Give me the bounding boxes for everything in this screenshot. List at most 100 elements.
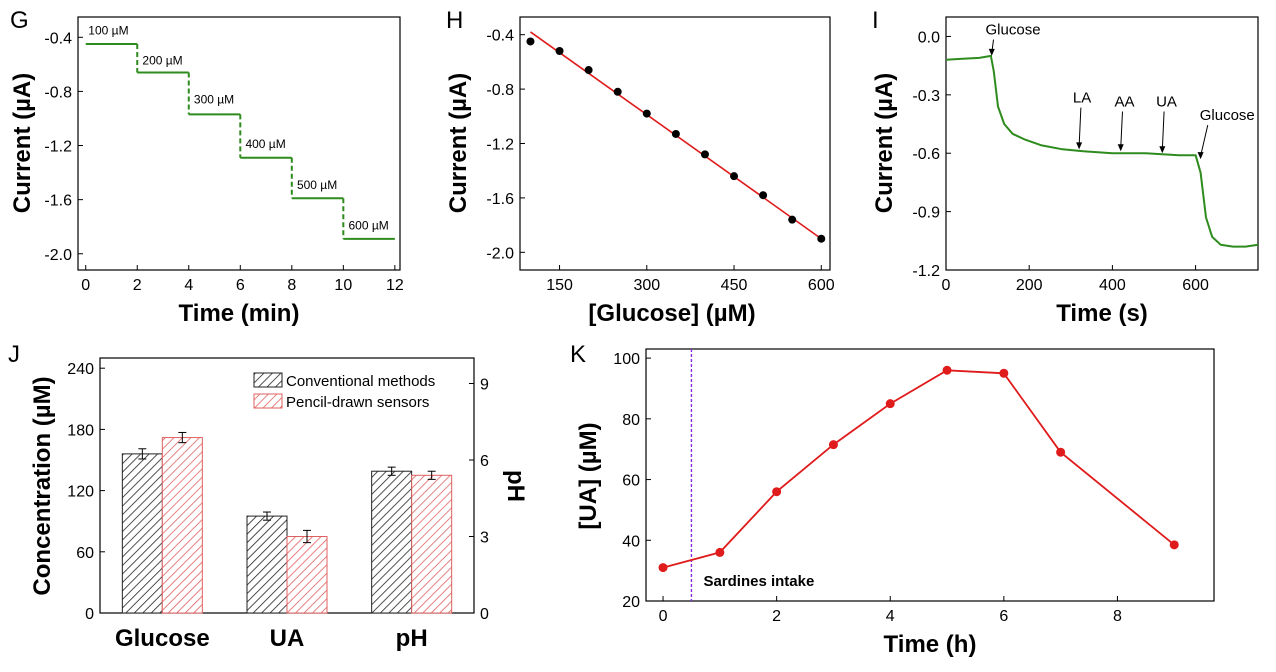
x-tick-label: 6	[999, 608, 1008, 625]
y-tick-label: 120	[67, 484, 94, 501]
annotation-arrowhead	[1197, 152, 1204, 160]
annotation-arrowhead	[988, 48, 995, 56]
step-annotation: 300 µM	[194, 93, 234, 107]
x-tick-label: 8	[1113, 608, 1122, 625]
y2-tick-label: 3	[480, 530, 489, 547]
panel-k: K 0 2 4 6 8 20 40 60 80 100 Sardines intake Time (…	[570, 341, 1215, 658]
x-tick-label: 0	[659, 608, 668, 625]
plot-frame	[945, 16, 1259, 271]
y-tick-label: -1.6	[44, 193, 72, 210]
plot-area-h: 150 300 450 600 -0.4 -0.8 -1.2 -1.6 -2.0	[486, 28, 834, 294]
annotation-arrow	[1200, 125, 1209, 157]
y-axis-label: [UA] (µM)	[575, 422, 602, 529]
current-trace	[945, 54, 1259, 248]
x-tick-label: 0	[81, 277, 90, 294]
data-point	[700, 150, 709, 159]
x-axis-label: Time (h)	[884, 631, 977, 658]
data-point	[772, 487, 782, 497]
y-tick-label: -0.8	[486, 82, 514, 99]
annotation-arrowhead	[1159, 146, 1166, 154]
data-point	[671, 129, 680, 138]
plot-frame	[519, 16, 831, 271]
x-axis-label: [Glucose] (µM)	[588, 300, 755, 327]
x-tick-label: 6	[236, 277, 245, 294]
y-tick-label: 240	[67, 361, 94, 378]
annotation-arrowhead	[1076, 142, 1083, 150]
plot-frame	[77, 16, 401, 271]
x-axis-label: Time (min)	[179, 300, 300, 327]
x-tick-label: 0	[942, 277, 951, 294]
y-tick-label: -0.6	[912, 146, 940, 163]
data-point	[817, 234, 826, 243]
injection-annotation: Glucose	[1200, 107, 1255, 124]
bar	[286, 536, 328, 614]
ua-series-line	[662, 369, 1175, 569]
data-point	[942, 365, 952, 375]
panel-label: K	[570, 341, 586, 368]
data-point	[642, 109, 651, 118]
panel-label: H	[446, 7, 463, 34]
y-tick-label: 100	[613, 351, 640, 368]
legend-label: Pencil-drawn sensors	[286, 394, 429, 411]
x-tick-label: 400	[1099, 277, 1126, 294]
panel-g: G 0 2 4 6 8 10 12 -0.4 -0.8 -1.2 -1.6 -2.0 100 µM 200…	[9, 7, 404, 327]
y-tick-label: -0.4	[486, 28, 514, 45]
step-annotation: 100 µM	[88, 24, 128, 38]
panel-label: J	[8, 341, 20, 368]
panel-h: H 150 300 450 600 -0.4 -0.8 -1.2 -1.6 -2.0 [Gluc…	[445, 7, 835, 327]
data-point	[584, 66, 593, 75]
x-tick-label: 12	[386, 277, 404, 294]
legend-label: Conventional methods	[286, 373, 435, 390]
plot-area-k: 0 2 4 6 8 20 40 60 80 100 Sardines intake	[613, 349, 1179, 625]
data-point	[555, 47, 564, 56]
data-point	[999, 368, 1009, 378]
y-axis-label: Concentration (µM)	[29, 376, 56, 595]
y-tick-label: 0	[85, 606, 94, 623]
annotation-arrow	[1120, 111, 1123, 149]
legend-swatch	[253, 393, 283, 409]
data-point	[730, 172, 739, 181]
x-tick-label: 8	[287, 277, 296, 294]
data-point	[613, 87, 622, 96]
annotation-arrowhead	[1117, 144, 1124, 152]
y-axis-label: Current (µA)	[871, 73, 898, 213]
injection-annotation: AA	[1114, 94, 1134, 111]
y-axis-label: Current (µA)	[445, 73, 472, 213]
data-point	[885, 399, 895, 409]
bar	[121, 453, 163, 614]
x-tick-label: 200	[1016, 277, 1043, 294]
x-tick-label: 450	[721, 277, 748, 294]
data-point	[526, 37, 535, 46]
y-tick-label: -0.4	[44, 30, 72, 47]
y-tick-label: -1.2	[912, 263, 940, 280]
y2-tick-label: 0	[480, 606, 489, 623]
category-label: Glucose	[115, 625, 210, 652]
y-tick-label: -2.0	[44, 247, 72, 264]
y-tick-label: -0.9	[912, 205, 940, 222]
y-tick-label: 60	[76, 545, 94, 562]
x-tick-label: 600	[808, 277, 835, 294]
y-tick-label: 20	[622, 594, 640, 611]
panel-label: G	[10, 7, 29, 34]
step-annotation: 500 µM	[297, 178, 337, 192]
injection-annotation: UA	[1156, 94, 1177, 111]
plot-area-i: 0 200 400 600 0.0 -0.3 -0.6 -0.9 -1.2 Glucose LA AA…	[912, 22, 1259, 294]
category-label: UA	[270, 625, 305, 652]
panel-i: I 0 200 400 600 0.0 -0.3 -0.6 -0.9 -1.2 Glucose LA…	[871, 7, 1259, 327]
bar	[246, 515, 288, 614]
y-tick-label: -1.2	[44, 139, 72, 156]
step-annotation: 200 µM	[142, 53, 182, 67]
y-tick-label: -0.8	[44, 84, 72, 101]
plot-frame	[645, 348, 1215, 602]
data-point	[715, 547, 725, 557]
panel-label: I	[872, 7, 879, 34]
x-tick-label: 10	[334, 277, 352, 294]
bar	[161, 437, 203, 614]
x-tick-label: 300	[633, 277, 660, 294]
step-annotation: 600 µM	[348, 218, 388, 232]
data-point	[1056, 447, 1066, 457]
x-tick-label: 4	[886, 608, 895, 625]
y2-tick-label: 9	[480, 377, 489, 394]
x-tick-label: 2	[133, 277, 142, 294]
